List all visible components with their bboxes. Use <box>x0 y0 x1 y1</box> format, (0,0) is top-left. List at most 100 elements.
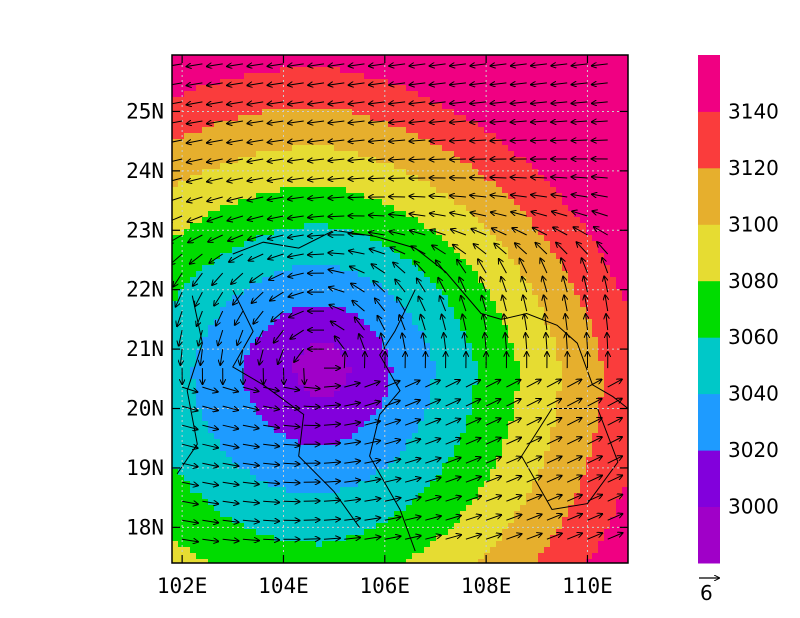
wind-vector <box>602 258 609 274</box>
wind-vector <box>250 272 264 282</box>
wind-vector <box>222 482 239 485</box>
wind-vector <box>397 297 406 312</box>
wind-vector <box>207 177 223 182</box>
wind-vector <box>268 140 284 142</box>
colorbar-swatch <box>698 337 720 395</box>
wind-vector <box>592 64 608 66</box>
wind-vector <box>323 519 340 520</box>
wind-vector <box>263 386 279 391</box>
wind-vector <box>470 178 487 179</box>
wind-vector <box>526 437 542 445</box>
wind-vectors <box>172 64 623 542</box>
wind-vector <box>207 64 223 67</box>
wind-vector <box>442 315 447 331</box>
wind-vector <box>288 159 304 161</box>
wind-vector <box>607 495 623 502</box>
wind-vector <box>572 83 588 85</box>
wind-vector <box>288 178 304 180</box>
wind-vector <box>389 159 406 160</box>
wind-vector <box>369 121 385 123</box>
wind-vector <box>207 102 223 105</box>
wind-vector <box>323 500 340 501</box>
wind-vector <box>450 64 466 66</box>
wind-vector <box>577 242 588 255</box>
x-tick-label: 104E <box>258 574 309 598</box>
wind-vector <box>180 349 182 365</box>
wind-vector <box>572 211 588 217</box>
wind-vector <box>404 400 420 407</box>
wind-vector <box>404 420 420 426</box>
wind-vector <box>502 296 507 312</box>
wind-vector <box>501 277 507 293</box>
wind-vector <box>328 178 345 180</box>
wind-vector <box>202 405 217 410</box>
wind-vector <box>485 496 501 502</box>
wind-vector <box>465 438 481 445</box>
wind-vector <box>566 399 581 407</box>
wind-vector <box>531 83 547 85</box>
wind-vector <box>566 437 581 445</box>
wind-vector <box>471 229 487 236</box>
wind-vector <box>228 215 244 221</box>
wind-vector <box>425 497 440 502</box>
wind-vector <box>344 518 360 520</box>
wind-vector <box>490 140 507 141</box>
wind-vector <box>349 178 365 179</box>
wind-vector <box>330 305 345 312</box>
wind-vector <box>242 405 259 410</box>
wind-vector <box>546 476 562 483</box>
wind-vector <box>546 399 561 407</box>
wind-vector <box>567 533 582 540</box>
wind-vector <box>344 461 360 463</box>
wind-vector <box>389 140 406 141</box>
wind-vector <box>409 196 426 197</box>
wind-vector <box>431 230 446 236</box>
wind-vector <box>328 64 345 66</box>
wind-vector <box>546 418 561 426</box>
wind-vector <box>384 498 401 501</box>
wind-vector <box>417 279 426 293</box>
wind-vector <box>252 291 264 303</box>
wind-vector <box>490 177 507 178</box>
wind-vector <box>430 102 446 104</box>
wind-vector <box>253 310 264 324</box>
y-tick-label: 18N <box>126 515 164 539</box>
wind-vector <box>430 196 446 197</box>
wind-vector <box>328 121 345 123</box>
wind-vector <box>409 159 426 160</box>
wind-vector <box>520 259 528 274</box>
wind-vector <box>491 121 507 122</box>
wind-vector <box>410 83 426 85</box>
wind-vector <box>231 272 244 284</box>
wind-vector <box>566 456 582 464</box>
wind-vector <box>283 482 300 483</box>
wind-vector <box>526 418 541 426</box>
wind-vector <box>543 277 548 293</box>
wind-vector <box>425 380 440 388</box>
wind-vector <box>369 159 385 160</box>
wind-vector <box>410 214 426 216</box>
wind-vector <box>505 333 506 350</box>
wind-vector <box>202 520 218 523</box>
wind-vector <box>308 121 325 123</box>
wind-vector <box>531 64 547 66</box>
wind-vector <box>288 64 304 66</box>
wind-vector <box>222 424 239 429</box>
wind-vector <box>551 177 568 178</box>
wind-vector <box>344 383 359 388</box>
wind-vector <box>607 333 608 350</box>
wind-vector <box>289 291 304 297</box>
wind-vector <box>364 460 381 463</box>
wind-vector <box>349 121 365 123</box>
wind-vector <box>308 178 325 180</box>
wind-vector <box>268 64 284 66</box>
wind-vector <box>567 514 582 521</box>
wind-vector <box>212 272 224 285</box>
wind-vector <box>485 438 501 445</box>
wind-vector <box>187 159 203 162</box>
wind-vector <box>506 495 521 502</box>
colorbar-swatch <box>698 167 720 225</box>
y-tick-label: 19N <box>126 456 164 480</box>
wind-vector <box>190 253 203 264</box>
wind-vector <box>270 291 284 301</box>
